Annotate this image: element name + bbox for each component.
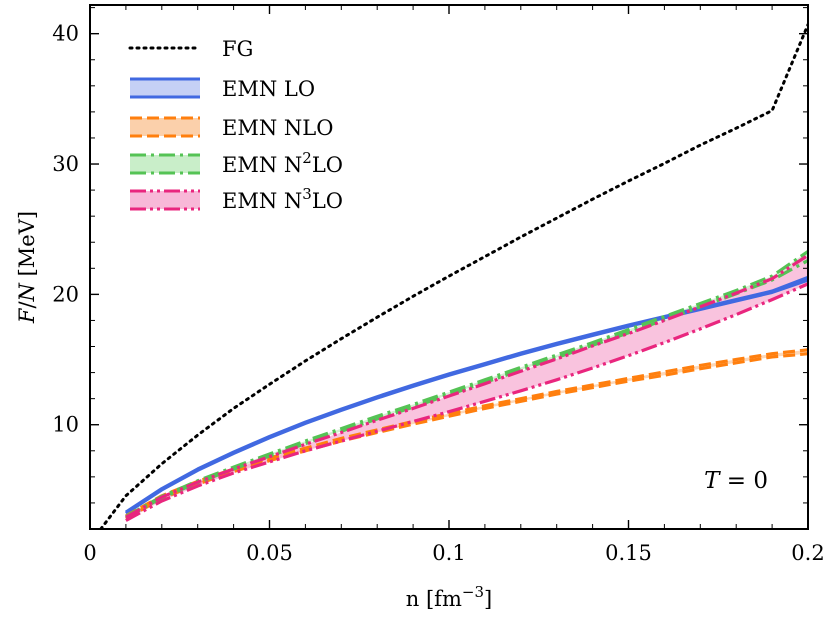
temperature-annotation: T = 0 xyxy=(704,468,768,494)
legend-swatch-band xyxy=(130,155,200,173)
legend-label-text: EMN LO xyxy=(222,77,315,101)
temperature-annotation-value: 0 xyxy=(753,468,768,494)
x-tick-label: 0.2 xyxy=(791,541,824,565)
line-lo-lower xyxy=(125,278,808,515)
y-tick-label: 20 xyxy=(52,282,79,306)
legend-label-text: EMN N xyxy=(222,189,302,213)
legend-label: EMN N2LO xyxy=(222,149,343,177)
temperature-annotation-var: T xyxy=(704,468,721,494)
line-n3lo-upper xyxy=(125,253,808,519)
legend-item-fg: FG xyxy=(128,37,253,61)
x-axis-label-exponent: −3 xyxy=(462,583,484,601)
x-axis-label-base: n [fm xyxy=(406,587,462,611)
y-tick-label: 30 xyxy=(52,152,79,176)
series-lines xyxy=(99,23,808,529)
x-axis-label-end: ] xyxy=(484,587,492,611)
legend-item-nlo: EMN NLO xyxy=(130,116,333,140)
y-axis-label-unit: [MeV] xyxy=(15,211,39,283)
legend-swatch-band xyxy=(130,118,200,136)
line-n3lo-lower xyxy=(125,282,808,522)
legend-label-text: FG xyxy=(222,37,253,61)
x-tick-label: 0.05 xyxy=(246,541,293,565)
y-tick-label: 40 xyxy=(52,22,79,46)
y-axis-label: F/N [MeV] xyxy=(15,211,39,324)
legend-label: EMN LO xyxy=(222,77,315,101)
legend-swatch-band xyxy=(130,191,200,209)
y-tick-labels: 10 20 30 40 xyxy=(52,22,79,437)
y-axis-label-var-n: N xyxy=(15,282,39,302)
x-axis-label: n [fm−3] xyxy=(406,583,492,611)
legend-label: EMN N3LO xyxy=(222,185,343,213)
legend-label-tail: LO xyxy=(312,153,343,177)
y-axis-label-var-f: F xyxy=(15,307,39,324)
legend-label-text: EMN N xyxy=(222,153,302,177)
legend-label-tail: LO xyxy=(312,189,343,213)
line-n2lo-upper xyxy=(125,250,808,518)
legend-item-lo: EMN LO xyxy=(130,77,315,101)
legend-item-n2lo: EMN N2LO xyxy=(130,149,343,177)
legend-swatch-band xyxy=(130,79,200,97)
legend-label-exponent: 3 xyxy=(302,185,312,203)
axis-ticks xyxy=(89,5,809,530)
legend-label-exponent: 2 xyxy=(302,149,312,167)
x-tick-label: 0.1 xyxy=(432,541,465,565)
legend-label: FG xyxy=(222,37,253,61)
y-tick-label: 10 xyxy=(52,413,79,437)
legend-item-n3lo: EMN N3LO xyxy=(130,185,343,213)
line-fg-upper xyxy=(99,23,808,529)
x-tick-label: 0 xyxy=(83,541,96,565)
temperature-annotation-op: = xyxy=(719,468,753,494)
legend-label: EMN NLO xyxy=(222,116,333,140)
x-tick-labels: 0 0.05 0.1 0.15 0.2 xyxy=(83,541,824,565)
legend-label-text: EMN NLO xyxy=(222,116,333,140)
y-axis-label-slash: / xyxy=(15,301,39,309)
x-tick-label: 0.15 xyxy=(605,541,652,565)
